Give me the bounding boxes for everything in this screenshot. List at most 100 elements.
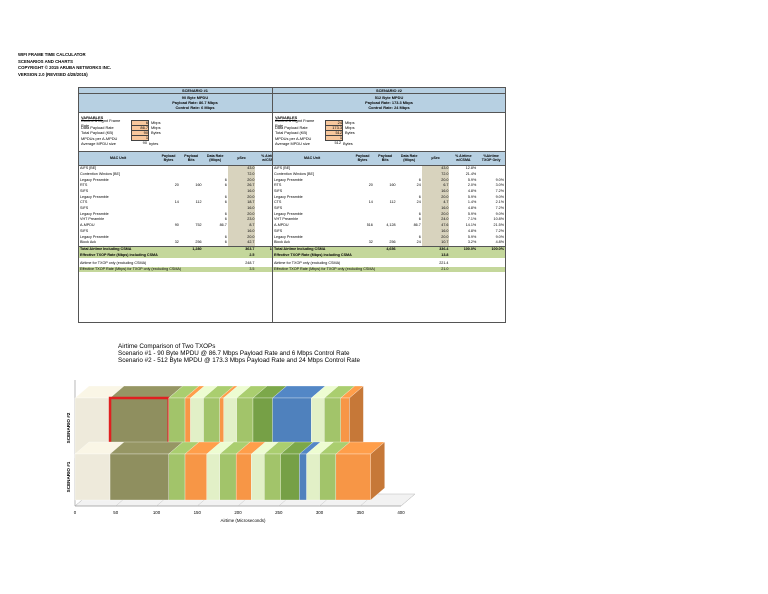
x-tick-label: 100 bbox=[153, 510, 161, 515]
table-cell: 9.0% bbox=[495, 194, 504, 199]
table-cell: 24 bbox=[416, 240, 421, 245]
x-tick-label: 400 bbox=[397, 510, 405, 515]
chart-title-block: Airtime Comparison of Two TXOPs Scenario… bbox=[118, 343, 360, 364]
variable-value-input: 90 bbox=[142, 140, 147, 146]
total-cell: Total Airtime Including CSMA bbox=[79, 245, 158, 253]
table-cell: 24.0 bbox=[421, 217, 450, 223]
scenario-control-rate: Control Rate: 6 Mbps bbox=[175, 105, 215, 110]
table-cell: 7.2% bbox=[495, 189, 504, 194]
effective-rate-label: Effective TXOP Rate (Mbps) including CSM… bbox=[273, 252, 422, 258]
scenario-mpdu: 90 Byte MPDU bbox=[181, 95, 209, 100]
scenario-subtitle: 90 Byte MPDU Payload Rate: 86.7 Mbps Con… bbox=[79, 94, 311, 113]
x-axis-label: Airtime (Microseconds) bbox=[221, 518, 266, 523]
table-cell: RTS bbox=[274, 183, 282, 188]
bar-segment bbox=[109, 453, 169, 501]
table-cell: Block Ack bbox=[80, 240, 96, 245]
table-cell: RTS bbox=[80, 183, 88, 188]
table-cell: 2.0% bbox=[467, 183, 477, 188]
variable-unit: Mbps bbox=[151, 120, 161, 126]
table-cell: 2.1% bbox=[495, 200, 504, 205]
total-cell: 4,656 bbox=[373, 245, 397, 253]
variable-row: MPDUs per A-MPDU 1 bbox=[275, 135, 503, 142]
table-cell: 7.2% bbox=[495, 206, 504, 211]
scenario-payload-rate: Payload Rate: 173.3 Mbps bbox=[365, 100, 413, 105]
txop-airtime-row: Airtime for TXOP only (excluding CSMA) 2… bbox=[273, 260, 505, 267]
table-row: Contention Window [BE] 72.0 21.4% bbox=[273, 171, 505, 178]
table-cell: 20.0 bbox=[227, 234, 256, 240]
table-cell: 6 bbox=[224, 177, 227, 182]
table-cell: 16.0 bbox=[227, 188, 256, 195]
header-line-1: WIFI FRAME TIME CALCULATOR bbox=[18, 52, 86, 57]
table-row: VHT Preamble 6 24.0 7.1% 10.8% bbox=[273, 217, 505, 223]
category-label: SCENARIO #1 bbox=[66, 461, 71, 492]
table-cell: 256 bbox=[389, 240, 396, 245]
txop-airtime-value: 221.4 bbox=[421, 260, 450, 267]
variable-label: Data Payload Rate bbox=[81, 125, 114, 131]
mac-unit-table: MAC Unit Payload Bytes Payload Bits Data Ra… bbox=[79, 150, 311, 273]
variable-label: Total Payload (KB) bbox=[81, 130, 114, 136]
scenario-title: SCENARIO #2 bbox=[273, 88, 505, 94]
chart-subtitle-1: Scenario #1 - 90 Byte MPDU @ 86.7 Mbps P… bbox=[118, 350, 350, 357]
table-cell: Legacy Preamble bbox=[274, 211, 303, 216]
bar-segment bbox=[184, 453, 207, 501]
variable-unit: Mbps bbox=[345, 120, 355, 126]
x-tick-label: 50 bbox=[113, 510, 118, 515]
total-row: Total Airtime Including CSMA1,280363.710… bbox=[79, 245, 311, 253]
bar-segment bbox=[168, 453, 186, 501]
column-header: Data Rate (Mbps) bbox=[202, 150, 228, 166]
table-header-row: MAC Unit Payload Bytes Payload Bits Data Ra… bbox=[273, 150, 505, 166]
table-cell: Contention Window [BE] bbox=[80, 171, 120, 176]
table-cell: 752 bbox=[195, 223, 202, 228]
table-cell: 23.0 bbox=[227, 217, 256, 223]
table-cell: 6 bbox=[418, 217, 421, 222]
bar-segment bbox=[74, 453, 111, 501]
variable-value-input[interactable]: 1 bbox=[325, 135, 343, 142]
table-cell: 72.0 bbox=[227, 171, 256, 178]
table-cell: 14 bbox=[368, 200, 373, 205]
variable-unit: Mbps bbox=[345, 125, 355, 131]
table-row: AIFS [BE] 43.0 12.8% bbox=[273, 165, 505, 172]
bar-segment bbox=[319, 453, 337, 501]
scenario-subtitle: 512 Byte MPDU Payload Rate: 173.3 Mbps C… bbox=[273, 94, 505, 113]
table-cell: Legacy Preamble bbox=[80, 194, 109, 199]
column-header: Data Rate (Mbps) bbox=[396, 150, 422, 166]
scenario-control-rate: Control Rate: 24 Mbps bbox=[368, 105, 410, 110]
table-cell: 5.9% bbox=[467, 194, 477, 199]
table-row: SIFS 16.0 4.8% 7.2% bbox=[273, 228, 505, 235]
mac-unit-table: MAC Unit Payload Bytes Payload Bits Data Ra… bbox=[273, 150, 505, 273]
total-cell bbox=[157, 245, 180, 253]
effective-rate-label: Effective TXOP Rate (Mbps) including CSM… bbox=[79, 252, 228, 258]
variable-row: Average MPDU size 512 Bytes bbox=[275, 141, 503, 146]
variable-unit: bytes bbox=[149, 140, 159, 146]
table-cell: Legacy Preamble bbox=[274, 234, 303, 239]
table-cell: 5.9% bbox=[467, 234, 477, 239]
x-tick-label: 250 bbox=[275, 510, 283, 515]
table-row: SIFS 16.0 4.8% 7.2% bbox=[273, 188, 505, 195]
variable-value-input[interactable]: 1 bbox=[131, 135, 149, 142]
x-tick-label: 300 bbox=[316, 510, 324, 515]
table-cell: 20.0 bbox=[421, 194, 450, 201]
table-cell: 90 bbox=[174, 223, 179, 228]
table-cell: SIFS bbox=[274, 228, 283, 233]
table-cell: 112 bbox=[195, 200, 202, 205]
variable-unit: Bytes bbox=[151, 130, 161, 136]
txop-rate-label: Effective TXOP Rate (Mbps) for TXOP only… bbox=[273, 266, 422, 273]
table-cell: 26.7 bbox=[227, 183, 256, 189]
table-cell: 8.7 bbox=[227, 222, 256, 229]
bar-segment bbox=[219, 453, 237, 501]
x-tick-label: 150 bbox=[194, 510, 202, 515]
txop-rate-value: 21.0 bbox=[421, 266, 450, 273]
variable-unit: Mbps bbox=[151, 125, 161, 131]
variable-label: Control & Mgmt Frame Rate bbox=[81, 117, 121, 128]
txop-airtime-value: 248.7 bbox=[227, 260, 256, 267]
table-cell: 20 bbox=[174, 183, 179, 188]
table-cell: 21.5% bbox=[493, 223, 504, 228]
table-cell: 10.8% bbox=[493, 217, 504, 222]
table-cell: 86.7 bbox=[413, 223, 421, 228]
variable-label: Control & Mgmt Frame Rate bbox=[275, 117, 315, 128]
table-cell: 16.0 bbox=[421, 188, 450, 195]
table-cell: 160 bbox=[389, 183, 396, 188]
variable-label: Data Payload Rate bbox=[275, 125, 308, 131]
txop-airtime-label: Airtime for TXOP only (excluding CSMA) bbox=[79, 260, 228, 267]
